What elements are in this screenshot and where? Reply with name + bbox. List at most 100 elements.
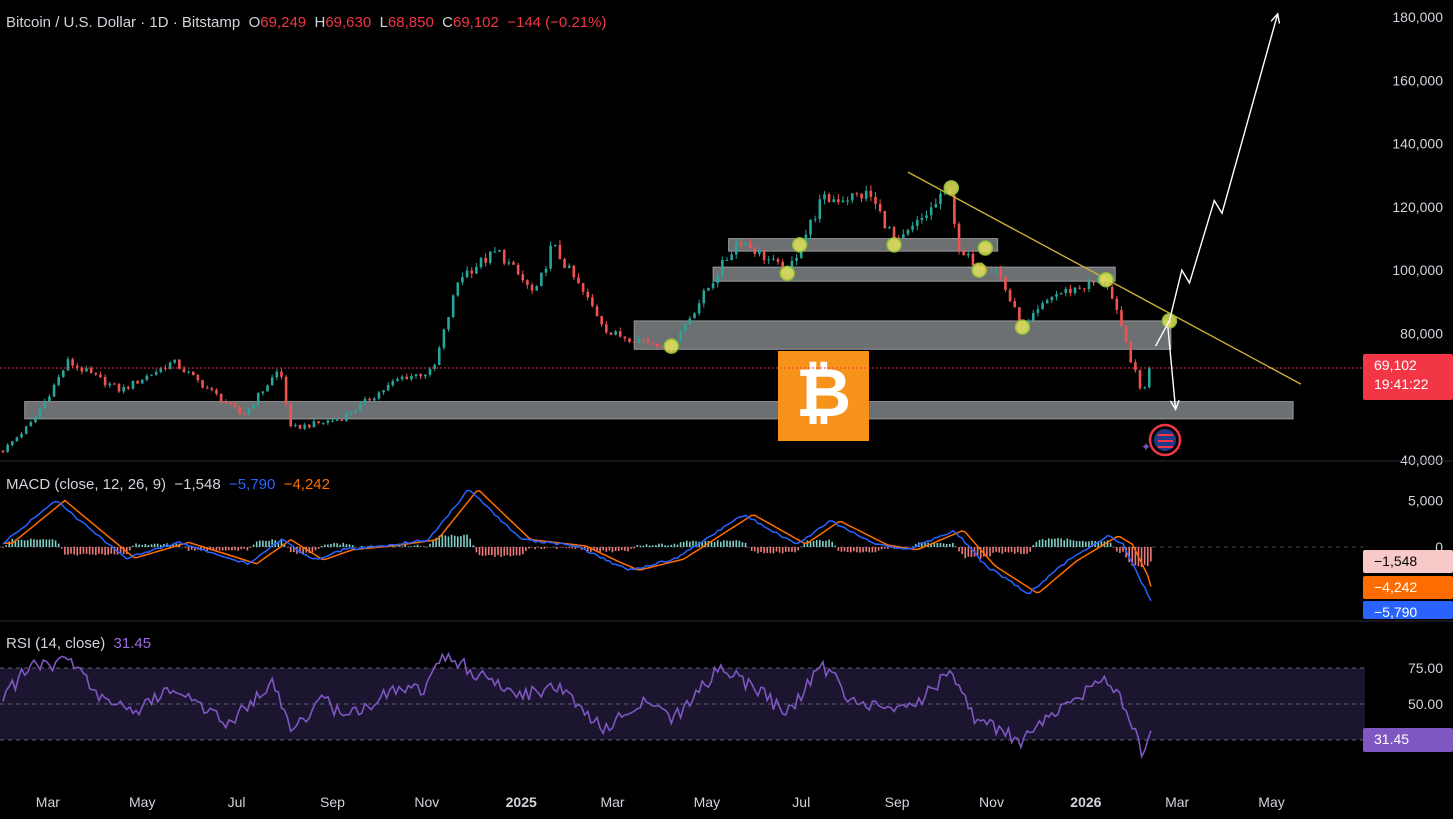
candle-body [725, 259, 729, 261]
macd-histogram-bar [648, 545, 651, 547]
macd-histogram-bar [735, 540, 738, 547]
macd-histogram-bar [1081, 540, 1084, 547]
candle-body [1059, 292, 1063, 295]
macd-histogram-bar [955, 546, 957, 547]
macd-histogram-bar [320, 546, 323, 547]
candle-body [809, 219, 812, 235]
candle-body [182, 368, 186, 373]
macd-histogram-bar [426, 546, 428, 548]
rsi-axis-tick: 75.00 [1408, 660, 1443, 676]
candle-body [345, 413, 348, 421]
candle-body [447, 316, 450, 330]
candle-body [758, 249, 761, 254]
macd-histogram-bar [1041, 539, 1044, 547]
macd-histogram-bar [1044, 540, 1047, 547]
macd-histogram-bar [129, 547, 131, 551]
symbol-title[interactable]: Bitcoin / U.S. Dollar · 1D · Bitstamp [6, 14, 241, 31]
macd-histogram-bar [336, 543, 338, 547]
price-badge-text: 69,102 [1374, 357, 1417, 373]
candle-body [80, 367, 84, 372]
us-flag-event-icon[interactable]: ✦ [1141, 423, 1182, 457]
candle-body [790, 260, 794, 269]
candle-body [1050, 296, 1054, 301]
projection-up-path[interactable] [1154, 13, 1279, 347]
candle-body [150, 374, 153, 376]
price-axis[interactable]: 180,000 160,000 140,000 120,000 100,000 80,00… [1392, 9, 1443, 468]
candle-body [261, 391, 265, 394]
rsi-badge-bg [1363, 728, 1453, 752]
price-axis-tick: 180,000 [1392, 9, 1443, 25]
macd-histogram-bar [1051, 538, 1053, 547]
candle-body [57, 376, 60, 385]
macd-histogram-bar [565, 547, 567, 549]
candle-body [94, 372, 98, 375]
candle-body [846, 200, 849, 202]
candle-body [99, 374, 102, 378]
macd-histogram-bar [797, 547, 799, 551]
rsi-legend-name[interactable]: RSI (14, close) [6, 635, 106, 652]
rsi-badge-text: 31.45 [1374, 731, 1409, 747]
touch-marker [886, 237, 902, 253]
macd-histogram-bar [831, 541, 833, 547]
macd-histogram-bar [986, 547, 988, 557]
candle-body [317, 421, 320, 423]
candle-body [888, 227, 891, 229]
candle-body [20, 433, 23, 438]
macd-histogram-bar [348, 544, 351, 547]
macd-histogram-bar [88, 547, 91, 555]
candle-body [1004, 277, 1007, 290]
macd-histogram-bar [132, 545, 134, 547]
candle-body [837, 199, 840, 203]
macd-histogram-bar [1035, 541, 1038, 547]
macd-line [2, 489, 1152, 602]
macd-histogram-bar [546, 547, 549, 548]
candle-body [391, 381, 395, 385]
macd-histogram-bar [231, 547, 233, 551]
macd-histogram-bar [608, 547, 611, 551]
touch-marker [663, 338, 680, 354]
macd-histogram-bar [1038, 540, 1041, 547]
time-axis[interactable]: Mar May Jul Sep Nov 2025 Mar May Jul Sep Nov 2026 Ma… [36, 794, 1285, 810]
macd-histogram-bar [401, 546, 403, 548]
candle-body [303, 424, 306, 429]
candle-body [475, 267, 478, 274]
candle-body [1, 450, 5, 453]
macd-histogram-bar [549, 547, 552, 548]
macd-histogram-bar [1134, 547, 1137, 566]
macd-histogram-bar [818, 540, 821, 547]
macd-histogram-bar [803, 543, 806, 547]
macd-histogram-bar [701, 541, 704, 547]
macd-histogram-bar [883, 547, 886, 549]
projection-down-path[interactable] [1167, 327, 1177, 410]
candle-body [813, 218, 817, 220]
macd-legend-name[interactable]: MACD (close, 12, 26, 9) [6, 476, 167, 493]
candle-body [832, 199, 836, 203]
macd-histogram-bar [658, 543, 660, 547]
macd-signal-value: −4,242 [283, 476, 330, 493]
candle-body [967, 253, 970, 256]
macd-histogram-bar [760, 547, 762, 553]
high-label: H [314, 14, 326, 31]
time-axis-tick: 2026 [1070, 794, 1101, 810]
macd-histogram-bar [163, 544, 165, 547]
macd-line-badge-bg [1363, 601, 1453, 619]
rsi-legend[interactable]: RSI (14, close) 31.45 [6, 635, 151, 652]
macd-histogram-bar [358, 546, 360, 548]
candle-body [52, 384, 56, 397]
macd-legend[interactable]: MACD (close, 12, 26, 9) −1,548 −5,790 −4… [6, 476, 330, 493]
candle-body [178, 359, 181, 369]
symbol-header[interactable]: Bitcoin / U.S. Dollar · 1D · Bitstamp O6… [6, 14, 606, 31]
macd-histogram-bar [70, 547, 72, 554]
time-axis-tick: Sep [885, 794, 910, 810]
macd-histogram-bar [846, 547, 849, 553]
candle-body [414, 374, 418, 377]
macd-histogram-bar [484, 547, 487, 556]
candle-body [1045, 300, 1049, 304]
candle-body [572, 265, 576, 278]
macd-histogram-bar [422, 546, 425, 547]
macd-histogram-bar [323, 544, 326, 547]
candle-body [753, 247, 757, 254]
macd-histogram-bar [218, 547, 221, 551]
macd-histogram-bar [407, 546, 410, 547]
